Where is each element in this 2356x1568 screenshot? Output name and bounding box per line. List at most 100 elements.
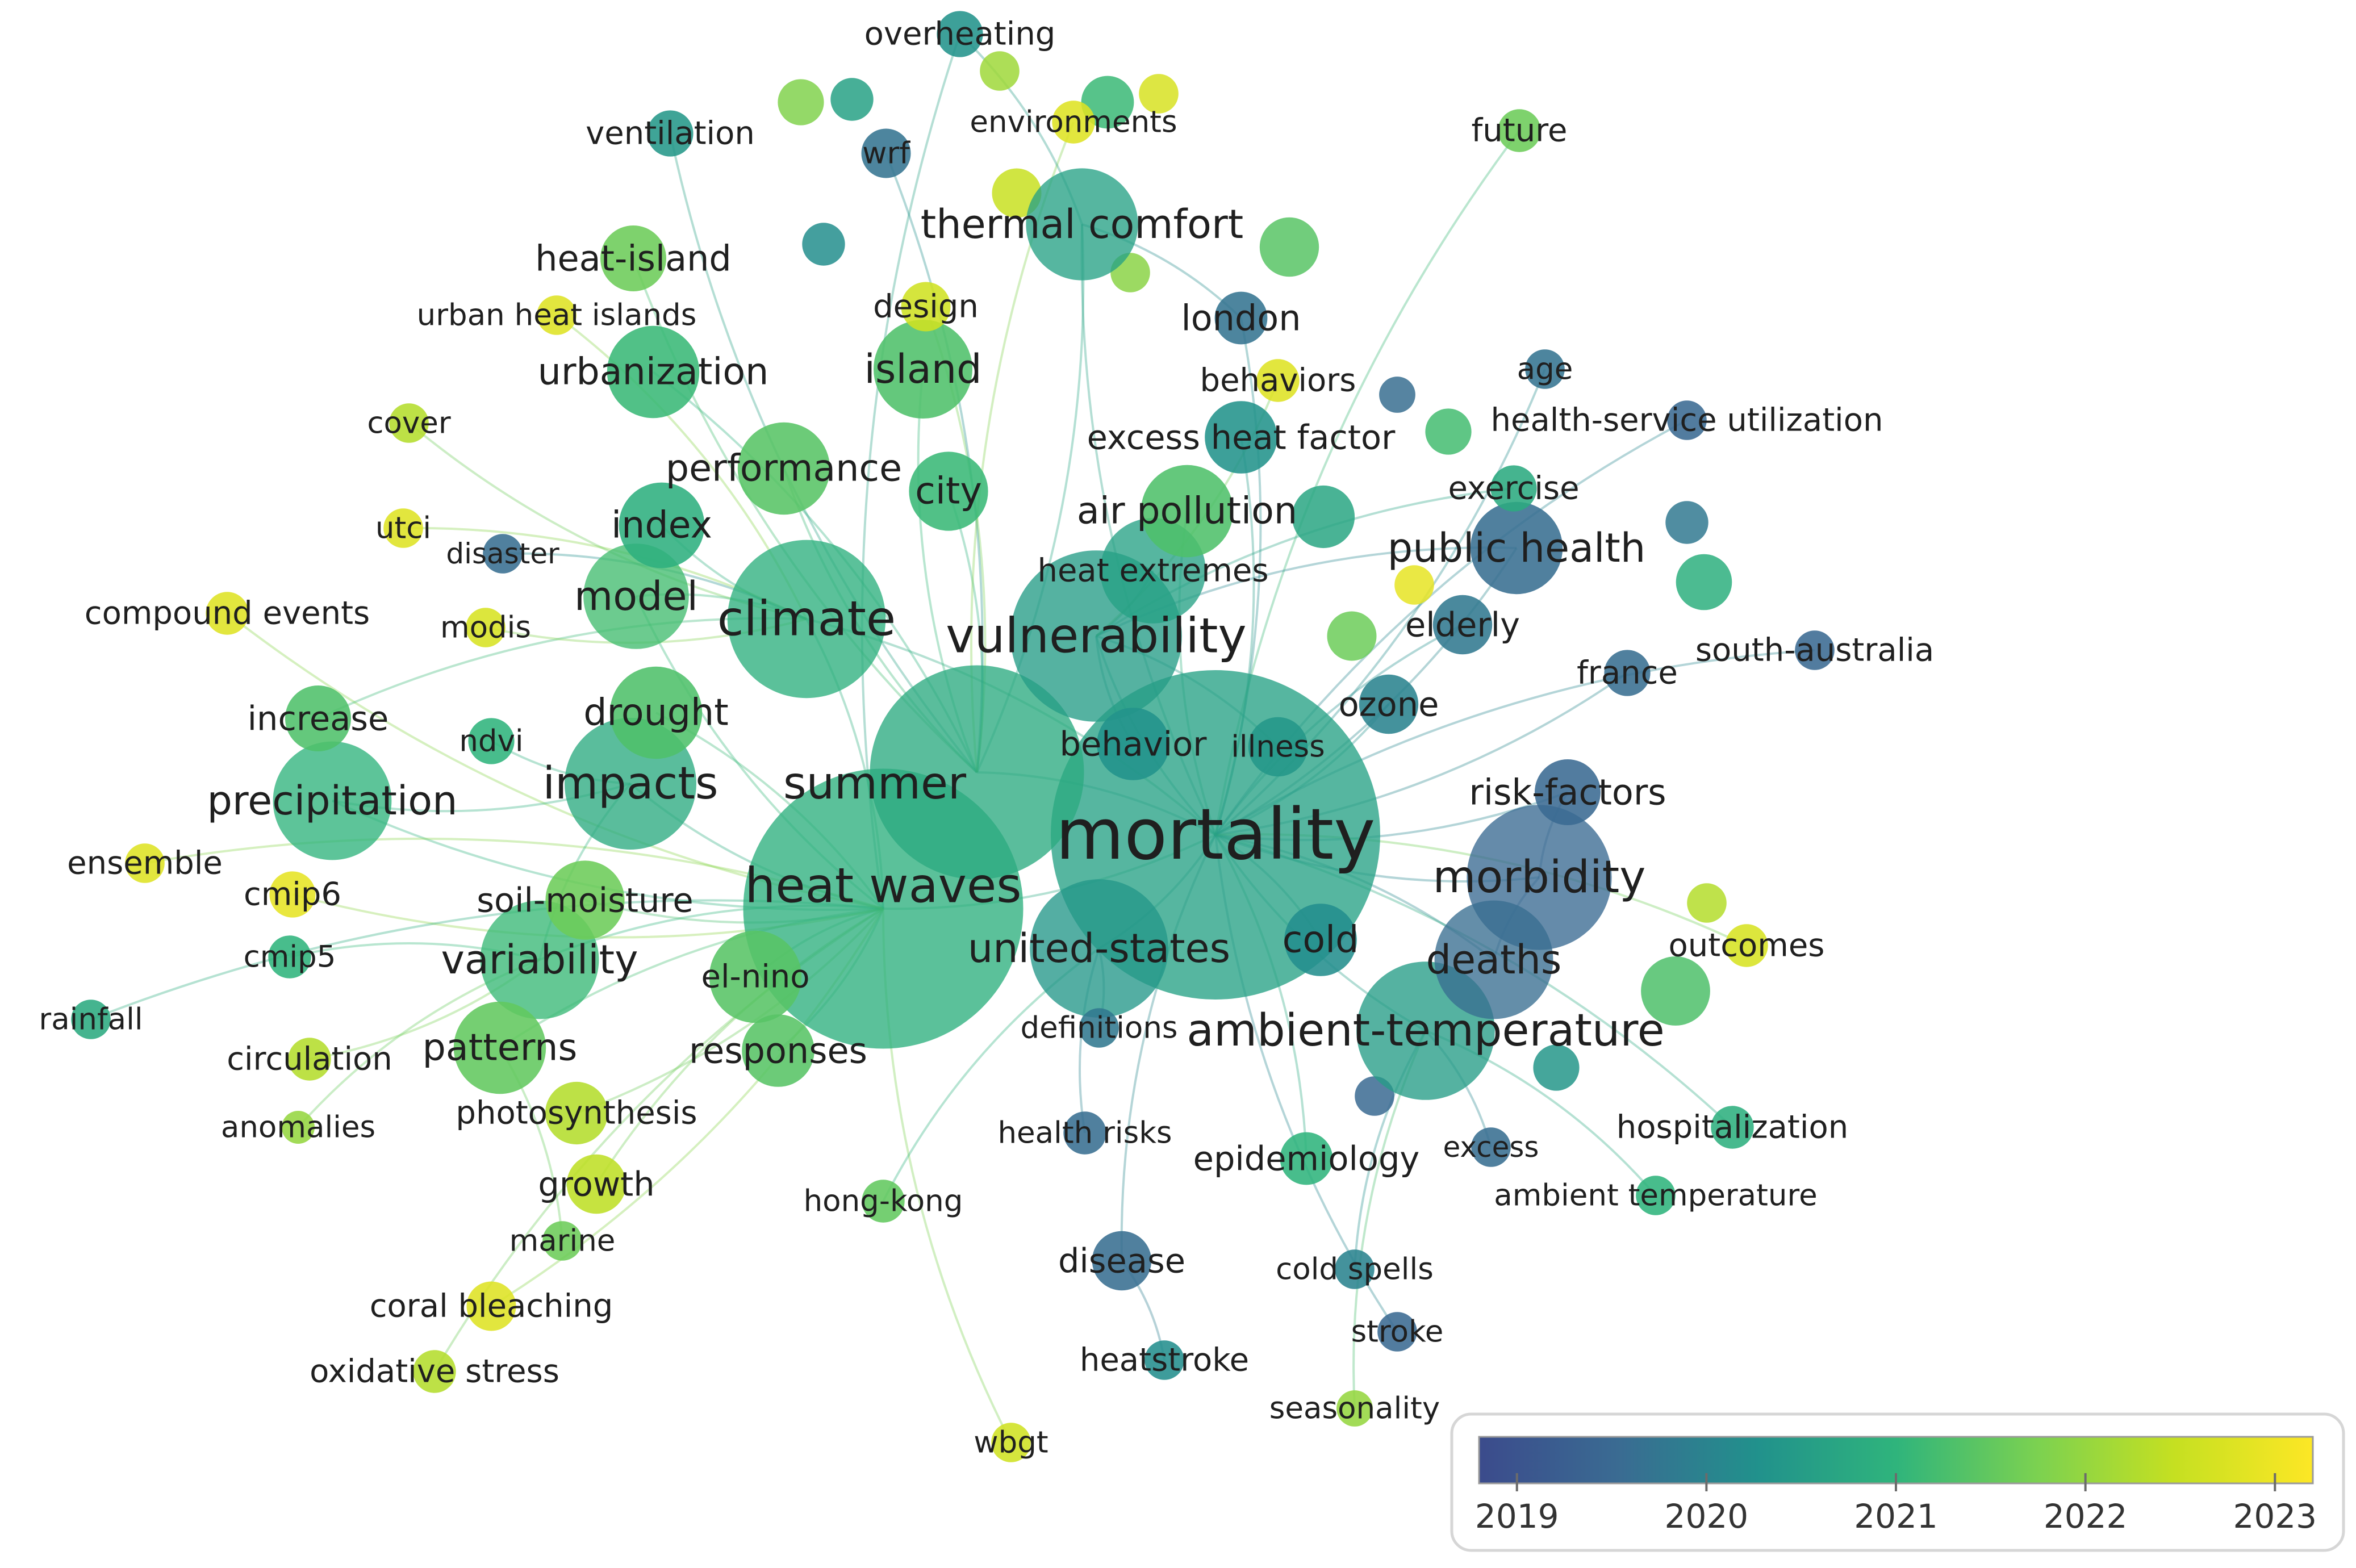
keyword-label-health-risks: health risks <box>997 1116 1172 1151</box>
keyword-node-heatstroke[interactable] <box>1144 1340 1184 1380</box>
keyword-node-unlabeled[interactable] <box>830 78 874 121</box>
keyword-node-model[interactable] <box>583 543 689 649</box>
keyword-label-epidemiology: epidemiology <box>1193 1139 1420 1178</box>
keyword-node-wbgt[interactable] <box>991 1423 1031 1462</box>
keyword-node-unlabeled[interactable] <box>778 79 824 126</box>
keyword-node-modis[interactable] <box>466 608 506 647</box>
keyword-node-south-australia[interactable] <box>1795 630 1835 670</box>
keyword-node-unlabeled[interactable] <box>980 51 1020 91</box>
keyword-node-hospitalization[interactable] <box>1711 1106 1754 1149</box>
keyword-node-anomalies[interactable] <box>282 1111 315 1144</box>
keyword-node-unlabeled[interactable] <box>1379 377 1415 413</box>
keyword-node-deaths[interactable] <box>1434 900 1553 1019</box>
keyword-node-ndvi[interactable] <box>468 718 515 764</box>
keyword-node-soil-moisture[interactable] <box>545 860 625 940</box>
keyword-node-unlabeled[interactable] <box>1259 217 1319 277</box>
keyword-node-stroke[interactable] <box>1377 1312 1417 1352</box>
keyword-node-increase[interactable] <box>285 685 351 751</box>
keyword-node-overheating[interactable] <box>937 11 983 57</box>
keyword-node-drought[interactable] <box>609 666 703 759</box>
keyword-node-ventilation[interactable] <box>647 110 694 157</box>
keyword-node-london[interactable] <box>1214 291 1268 345</box>
keyword-node-health-service-utilization[interactable] <box>1667 400 1707 440</box>
keyword-node-urban-heat-islands[interactable] <box>537 295 577 335</box>
keyword-label-anomalies: anomalies <box>221 1110 375 1145</box>
keyword-node-age[interactable] <box>1525 349 1565 389</box>
keyword-node-urbanization[interactable] <box>607 325 700 419</box>
keyword-node-island[interactable] <box>874 320 972 419</box>
keyword-node-disease[interactable] <box>1092 1231 1152 1291</box>
keyword-node-el-nino[interactable] <box>709 930 802 1023</box>
keyword-node-responses[interactable] <box>742 1014 814 1087</box>
keyword-node-seasonality[interactable] <box>1336 1390 1373 1427</box>
keyword-node-cmip6[interactable] <box>269 871 316 918</box>
keyword-node-unlabeled[interactable] <box>1641 956 1710 1026</box>
keyword-node-summer[interactable] <box>870 665 1084 880</box>
keyword-node-unlabeled[interactable] <box>1425 408 1472 455</box>
keyword-label-disaster: disaster <box>446 537 559 570</box>
keyword-node-performance[interactable] <box>737 422 830 515</box>
keyword-node-hong-kong[interactable] <box>862 1180 905 1223</box>
keyword-node-unlabeled[interactable] <box>1292 485 1355 549</box>
keyword-node-unlabeled[interactable] <box>1676 554 1732 611</box>
keyword-label-risk-factors: risk-factors <box>1469 772 1666 813</box>
keyword-node-outcomes[interactable] <box>1725 924 1768 967</box>
keyword-node-unlabeled[interactable] <box>992 168 1042 218</box>
keyword-node-growth[interactable] <box>566 1154 626 1214</box>
keyword-node-epidemiology[interactable] <box>1280 1132 1333 1185</box>
keyword-label-drought: drought <box>583 692 728 734</box>
keyword-label-seasonality: seasonality <box>1269 1391 1440 1426</box>
keyword-node-health-risks[interactable] <box>1063 1111 1106 1155</box>
keyword-node-excess-heat-factor[interactable] <box>1205 401 1277 474</box>
keyword-node-public-health[interactable] <box>1470 501 1563 595</box>
keyword-node-environments[interactable] <box>1052 101 1095 144</box>
keyword-node-elderly[interactable] <box>1432 595 1493 655</box>
keyword-node-definitions[interactable] <box>1079 1008 1119 1048</box>
keyword-node-ensemble[interactable] <box>125 843 165 883</box>
keyword-node-wrf[interactable] <box>861 128 911 178</box>
keyword-node-index[interactable] <box>619 482 705 568</box>
keyword-node-cmip5[interactable] <box>268 935 311 979</box>
keyword-node-precipitation[interactable] <box>273 741 392 860</box>
keyword-node-france[interactable] <box>1604 650 1651 696</box>
keyword-node-unlabeled[interactable] <box>1394 565 1434 605</box>
keyword-node-ozone[interactable] <box>1359 674 1419 734</box>
keyword-node-air-pollution[interactable] <box>1141 465 1234 558</box>
keyword-node-circulation[interactable] <box>288 1038 331 1081</box>
keyword-node-unlabeled[interactable] <box>1139 74 1179 114</box>
keyword-node-disaster[interactable] <box>483 534 523 574</box>
keyword-node-city[interactable] <box>909 451 988 531</box>
keyword-node-design[interactable] <box>901 282 951 332</box>
keyword-node-marine[interactable] <box>542 1221 582 1261</box>
keyword-node-climate[interactable] <box>727 540 886 699</box>
keyword-node-compound-events[interactable] <box>206 592 249 635</box>
keyword-label-future: future <box>1472 112 1568 149</box>
keyword-node-behavior[interactable] <box>1097 708 1169 780</box>
keyword-node-thermal-comfort[interactable] <box>1026 168 1138 281</box>
keyword-node-patterns[interactable] <box>453 1001 546 1094</box>
keyword-node-excess[interactable] <box>1471 1127 1511 1167</box>
keyword-node-unlabeled[interactable] <box>1533 1044 1580 1091</box>
keyword-node-unlabeled[interactable] <box>802 223 845 266</box>
keyword-node-coral-bleaching[interactable] <box>466 1281 516 1331</box>
keyword-node-utci[interactable] <box>383 508 423 548</box>
keyword-node-exercise[interactable] <box>1490 465 1537 512</box>
keyword-node-unlabeled[interactable] <box>1081 76 1134 129</box>
keyword-label-behavior: behavior <box>1060 725 1208 764</box>
keyword-node-ambient-temperature-2[interactable] <box>1636 1176 1676 1215</box>
keyword-node-unlabeled[interactable] <box>1665 501 1708 544</box>
keyword-node-unlabeled[interactable] <box>1687 883 1727 923</box>
keyword-node-risk-factors[interactable] <box>1535 759 1601 825</box>
keyword-node-rainfall[interactable] <box>71 1000 111 1039</box>
keyword-node-united-states[interactable] <box>1030 879 1168 1018</box>
keyword-node-oxidative-stress[interactable] <box>413 1350 456 1393</box>
keyword-node-future[interactable] <box>1498 109 1541 152</box>
keyword-node-cold[interactable] <box>1284 904 1357 976</box>
keyword-node-photosynthesis[interactable] <box>545 1081 608 1145</box>
keyword-node-illness[interactable] <box>1248 717 1308 777</box>
keyword-node-cover[interactable] <box>389 403 429 443</box>
keyword-node-cold-spells[interactable] <box>1335 1249 1375 1289</box>
keyword-node-heat-island[interactable] <box>600 225 666 291</box>
keyword-node-behaviors[interactable] <box>1256 359 1300 402</box>
keyword-node-unlabeled[interactable] <box>1327 611 1377 661</box>
